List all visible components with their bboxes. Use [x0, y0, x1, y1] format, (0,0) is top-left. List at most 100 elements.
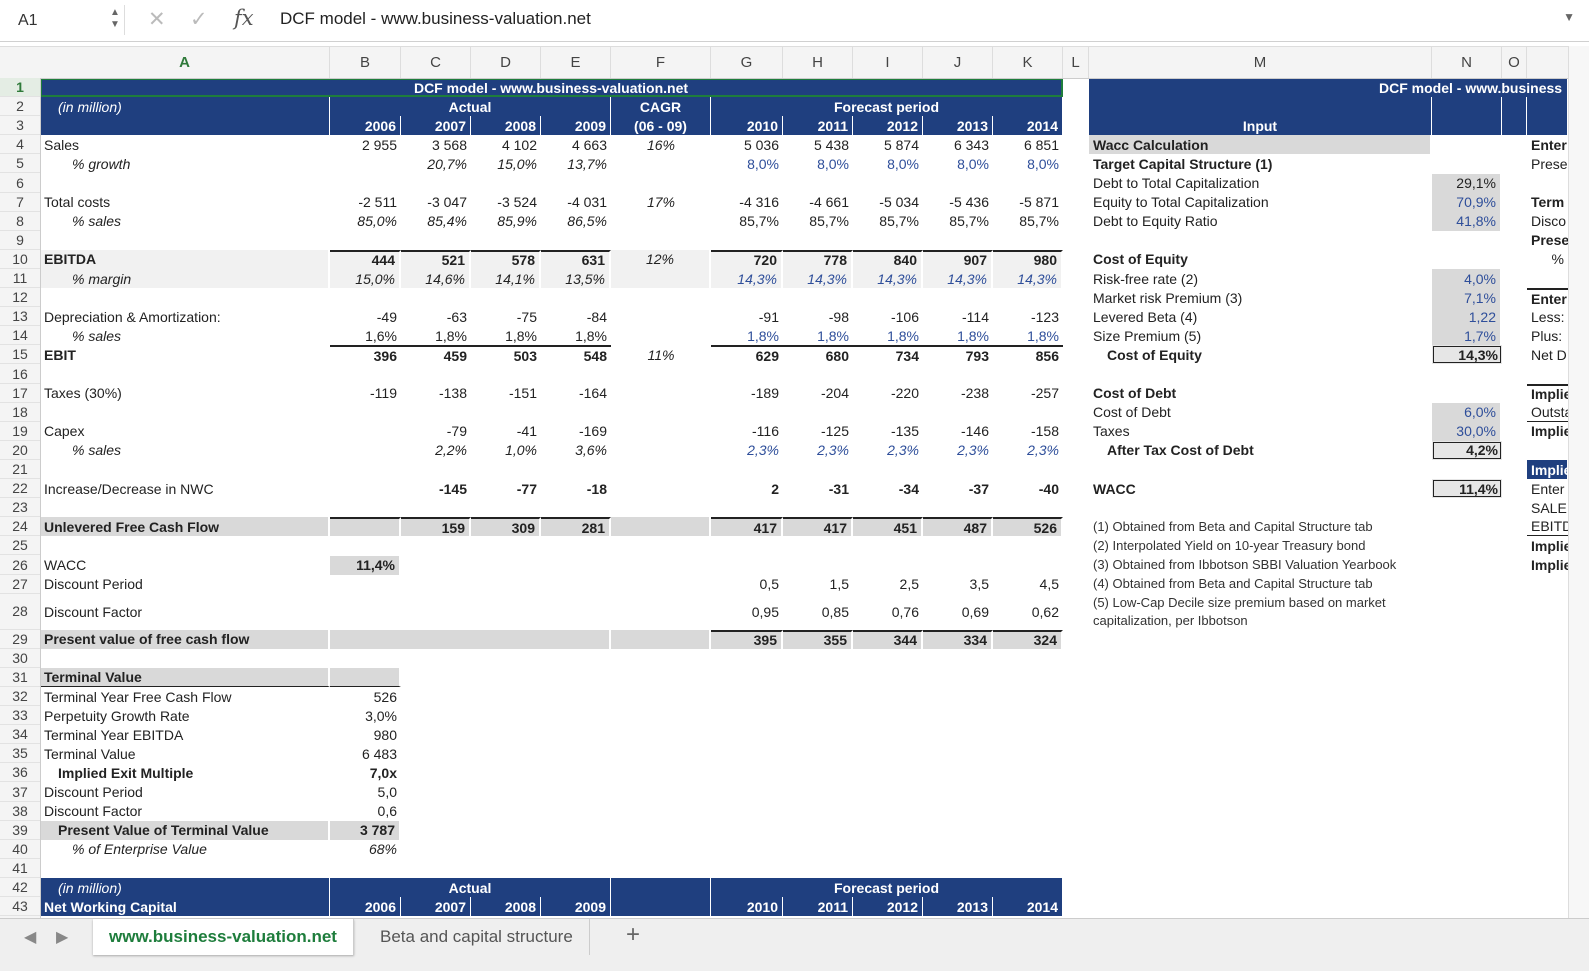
cell-m12[interactable]: Market risk Premium (3): [1093, 289, 1243, 306]
cell-g13[interactable]: -91: [758, 308, 779, 325]
cell-a31[interactable]: Terminal Value: [40, 667, 330, 687]
cell-i29[interactable]: 344: [853, 629, 923, 649]
cell-m27[interactable]: (4) Obtained from Beta and Capital Struc…: [1093, 576, 1373, 592]
row-header[interactable]: 28: [0, 594, 40, 630]
cell-i28[interactable]: 0,76: [891, 603, 919, 620]
row-header[interactable]: 42: [0, 878, 40, 898]
cell-g3[interactable]: 2010: [711, 116, 783, 136]
cell-p9[interactable]: Prese: [1531, 232, 1568, 249]
row-header[interactable]: 2: [0, 97, 40, 117]
cell-b26[interactable]: 11,4%: [330, 555, 401, 575]
cell-h13[interactable]: -98: [828, 308, 849, 325]
cell-p10[interactable]: %: [1551, 251, 1564, 268]
cell-j5[interactable]: 8,0%: [957, 155, 989, 172]
cell-a40[interactable]: % of Enterprise Value: [72, 841, 207, 858]
row-header[interactable]: 4: [0, 135, 40, 155]
cell-g29[interactable]: 395: [711, 629, 783, 649]
cell-j14[interactable]: 1,8%: [957, 327, 989, 344]
cell-i17[interactable]: -220: [890, 385, 919, 402]
cell-p14[interactable]: Plus:: [1531, 327, 1563, 344]
cell-n22[interactable]: 11,4%: [1432, 479, 1502, 499]
cell-e43[interactable]: 2009: [541, 897, 611, 917]
row-header[interactable]: 5: [0, 154, 40, 174]
cell-a37[interactable]: Discount Period: [44, 784, 143, 801]
spreadsheet-grid[interactable]: DCF model - www.business-valuation.net DC…: [0, 0, 1568, 918]
cell-h29[interactable]: 355: [783, 629, 853, 649]
cell-a42[interactable]: (in million): [40, 878, 330, 898]
cell-n3[interactable]: [1432, 116, 1502, 136]
cell-m8[interactable]: Debt to Equity Ratio: [1093, 213, 1218, 230]
row-header[interactable]: 21: [0, 460, 40, 480]
cell-a27[interactable]: Discount Period: [44, 576, 143, 593]
column-header-h[interactable]: H: [783, 47, 853, 78]
cell-g27[interactable]: 0,5: [759, 576, 779, 593]
row-header[interactable]: 34: [0, 725, 40, 745]
column-header-b[interactable]: B: [330, 47, 401, 78]
cell-c13[interactable]: -63: [446, 308, 467, 325]
cell-j19[interactable]: -146: [960, 423, 989, 440]
row-header[interactable]: 33: [0, 706, 40, 726]
cell-p8[interactable]: Disco: [1531, 213, 1567, 230]
cell-c4[interactable]: 3 568: [431, 136, 467, 153]
cell-e10[interactable]: 631: [541, 249, 611, 269]
cell-n6[interactable]: 29,1%: [1432, 173, 1502, 193]
cell-a17[interactable]: Taxes (30%): [44, 385, 122, 402]
name-box-stepper-icon[interactable]: ▲ ▼: [110, 7, 120, 30]
cell-g8[interactable]: 85,7%: [739, 213, 779, 230]
cell-j7[interactable]: -5 436: [949, 194, 989, 211]
cell-f10[interactable]: 12%: [611, 249, 711, 269]
cell-h14[interactable]: 1,8%: [817, 327, 849, 344]
cell-p7[interactable]: Term: [1531, 194, 1565, 211]
row-header[interactable]: 19: [0, 422, 40, 441]
cell-d4[interactable]: 4 102: [501, 136, 537, 153]
row-header[interactable]: 39: [0, 821, 40, 840]
row-header[interactable]: 37: [0, 783, 40, 802]
cell-g4[interactable]: 5 036: [743, 136, 779, 153]
cell-c19[interactable]: -79: [446, 423, 467, 440]
row-header[interactable]: 3: [0, 116, 40, 136]
cell-k28[interactable]: 0,62: [1031, 603, 1059, 620]
cell-k27[interactable]: 4,5: [1039, 576, 1059, 593]
cell-f42[interactable]: [611, 878, 711, 898]
cell-g14[interactable]: 1,8%: [747, 327, 779, 344]
cell-b13[interactable]: -49: [376, 308, 397, 325]
cell-d43[interactable]: 2008: [471, 897, 541, 917]
cell-m11[interactable]: Risk-free rate (2): [1093, 270, 1199, 287]
cell-m4[interactable]: Wacc Calculation: [1089, 135, 1432, 155]
row-header[interactable]: 29: [0, 630, 40, 649]
cell-d17[interactable]: -151: [508, 385, 537, 402]
cell-b15[interactable]: 396: [330, 345, 401, 364]
cell-a13[interactable]: Depreciation & Amortization:: [44, 308, 221, 325]
cell-b34[interactable]: 980: [373, 726, 397, 743]
row-header[interactable]: 18: [0, 403, 40, 422]
cell-d11[interactable]: 14,1%: [471, 269, 541, 289]
row-header[interactable]: 20: [0, 441, 40, 460]
cell-k8[interactable]: 85,7%: [1019, 213, 1059, 230]
cell-h8[interactable]: 85,7%: [809, 213, 849, 230]
cell-f2[interactable]: CAGR: [611, 97, 711, 117]
cell-i4[interactable]: 5 874: [883, 136, 919, 153]
cell-i3[interactable]: 2012: [853, 116, 923, 136]
row-header[interactable]: 17: [0, 384, 40, 403]
cell-h43[interactable]: 2011: [783, 897, 853, 917]
cell-n14[interactable]: 1,7%: [1432, 326, 1502, 346]
cell-b4[interactable]: 2 955: [361, 136, 397, 153]
cell-g24[interactable]: 417: [711, 517, 783, 537]
cell-a33[interactable]: Perpetuity Growth Rate: [44, 707, 190, 724]
cell-a43[interactable]: Net Working Capital: [40, 897, 330, 917]
cell-b31[interactable]: [330, 667, 401, 687]
cell-e22[interactable]: -18: [586, 480, 607, 497]
row-header[interactable]: 36: [0, 763, 40, 783]
cell-e7[interactable]: -4 031: [567, 194, 607, 211]
row-header[interactable]: 27: [0, 575, 40, 594]
cell-i14[interactable]: 1,8%: [887, 327, 919, 344]
cell-h4[interactable]: 5 438: [813, 136, 849, 153]
cell-d8[interactable]: 85,9%: [497, 213, 537, 230]
cell-j20[interactable]: 2,3%: [957, 442, 989, 459]
column-header-i[interactable]: I: [853, 47, 923, 78]
cell-j4[interactable]: 6 343: [953, 136, 989, 153]
cell-c7[interactable]: -3 047: [427, 194, 467, 211]
cell-h28[interactable]: 0,85: [821, 603, 849, 620]
cell-h24[interactable]: 417: [783, 517, 853, 537]
confirm-icon[interactable]: ✓: [190, 8, 208, 31]
